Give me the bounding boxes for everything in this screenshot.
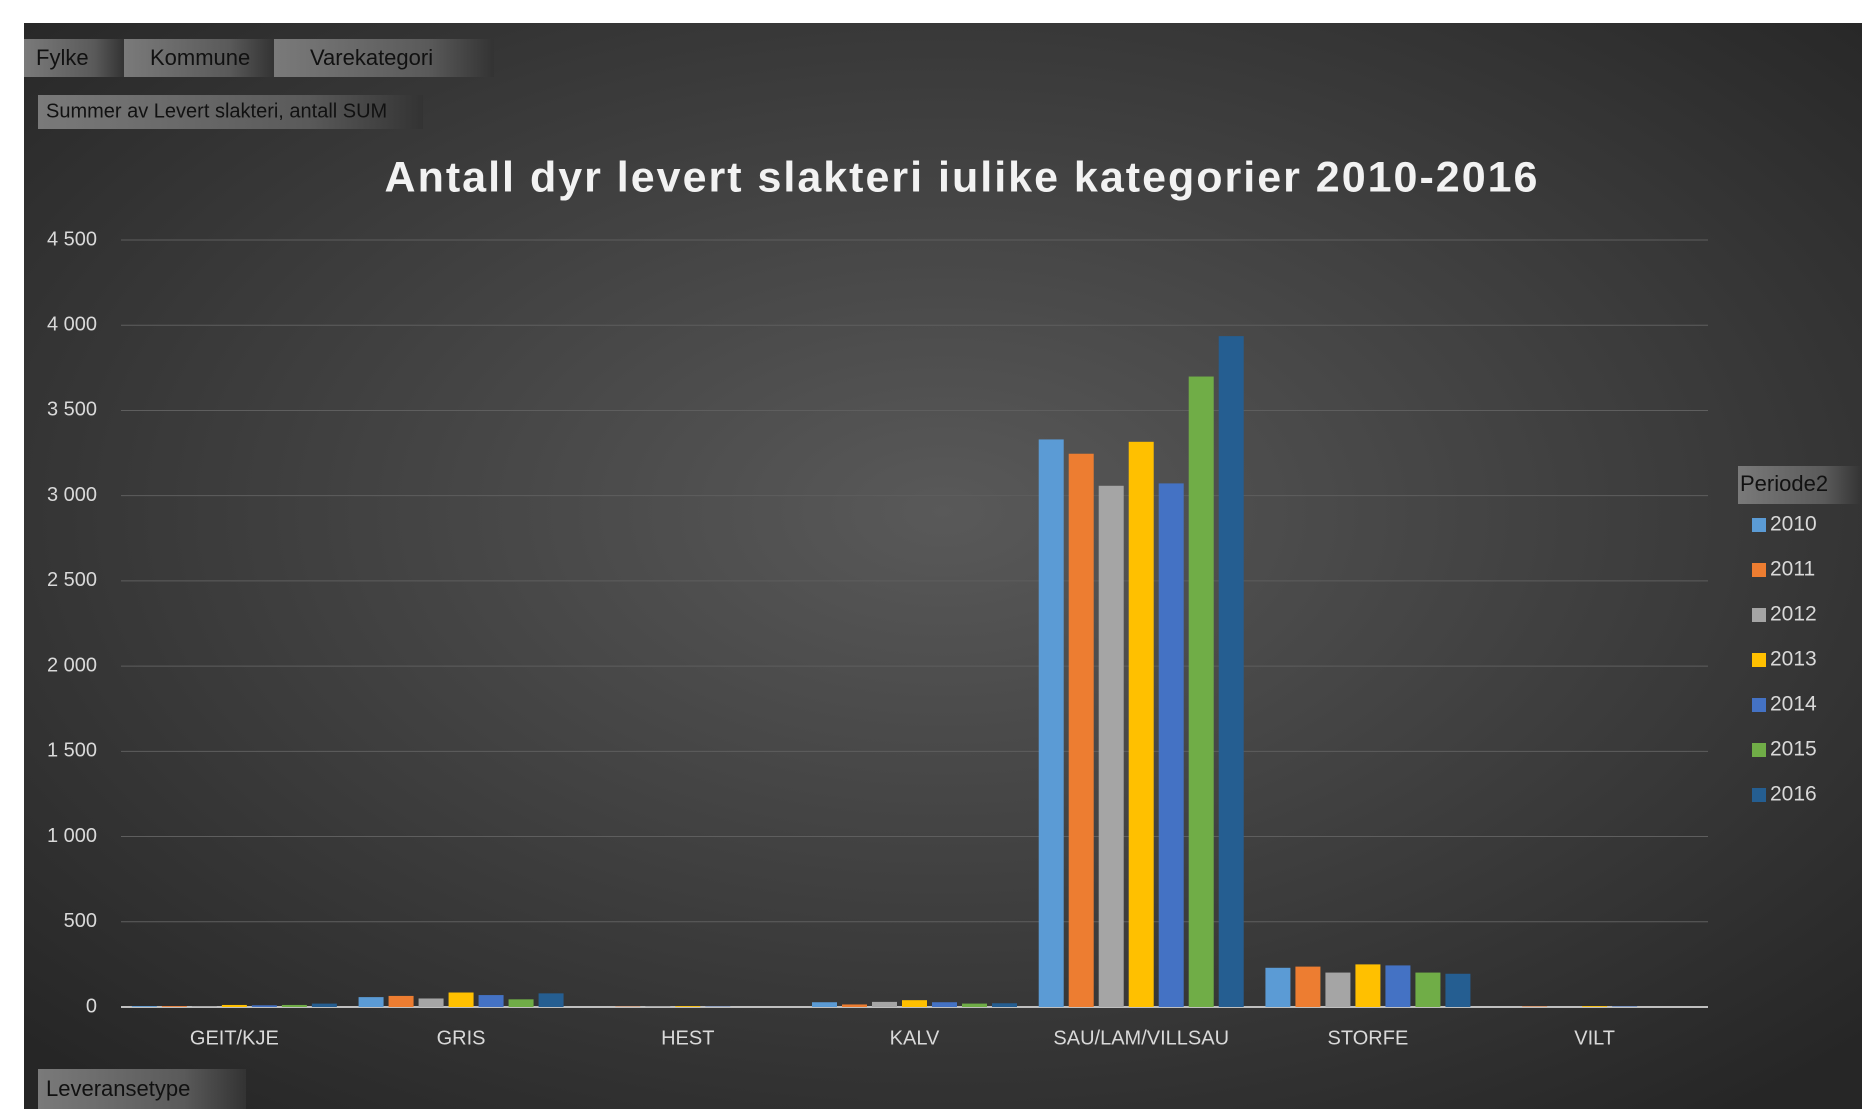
y-tick-label: 0	[86, 995, 97, 1017]
x-tick-label: VILT	[1574, 1027, 1615, 1049]
axis-field-button[interactable]	[38, 1069, 246, 1109]
bar	[358, 997, 384, 1007]
bar	[1355, 964, 1381, 1007]
y-tick-label: 4 500	[47, 228, 97, 250]
bar	[872, 1001, 897, 1007]
filter-label: Kommune	[150, 45, 250, 70]
legend-swatch	[1752, 743, 1766, 757]
x-tick-label: GEIT/KJE	[190, 1027, 279, 1049]
bar	[311, 1003, 337, 1007]
bar	[1128, 441, 1154, 1007]
bar	[1188, 376, 1214, 1007]
y-tick-label: 3 000	[47, 484, 97, 506]
legend-swatch	[1752, 518, 1766, 532]
legend-label: 2014	[1770, 693, 1817, 716]
value-field-label: Summer av Levert slakteri, antall SUM	[46, 100, 387, 122]
bar	[1445, 973, 1471, 1007]
bar	[1612, 1006, 1638, 1007]
bar	[1068, 453, 1094, 1008]
filter-label: Fylke	[36, 45, 89, 70]
legend-label: 2016	[1770, 783, 1817, 806]
legend-label: 2013	[1770, 648, 1817, 671]
legend-swatch	[1752, 788, 1766, 802]
bar	[1038, 439, 1064, 1007]
bar	[1265, 967, 1291, 1007]
legend-swatch	[1752, 563, 1766, 577]
bar	[131, 1006, 157, 1007]
x-tick-label: HEST	[661, 1027, 714, 1049]
legend-swatch	[1752, 608, 1766, 622]
y-tick-label: 2 500	[47, 569, 97, 591]
axis-field-label: Leveransetype	[46, 1076, 190, 1101]
legend-swatch	[1752, 653, 1766, 667]
field-buttons: Fylke Kommune Varekategori Summer av Lev…	[24, 39, 1862, 1109]
bar	[645, 1006, 671, 1007]
bar	[992, 1003, 1017, 1007]
bar	[538, 993, 564, 1007]
bar	[1325, 972, 1351, 1007]
x-tick-label: STORFE	[1328, 1027, 1409, 1049]
legend-label: 2015	[1770, 738, 1817, 761]
bar	[251, 1005, 277, 1007]
bar	[1582, 1006, 1608, 1007]
bar	[675, 1006, 701, 1007]
bar	[418, 998, 444, 1007]
y-tick-label: 1 500	[47, 740, 97, 762]
bar	[1158, 483, 1184, 1007]
y-tick-label: 2 000	[47, 654, 97, 676]
y-tick-label: 1 000	[47, 825, 97, 847]
legend-field-button[interactable]	[1738, 466, 1862, 504]
legend-label: 2012	[1770, 603, 1817, 626]
bar	[221, 1004, 247, 1007]
filter-button[interactable]	[24, 39, 124, 77]
bar	[478, 995, 504, 1007]
legend-swatch	[1752, 698, 1766, 712]
bar	[191, 1006, 217, 1007]
bar	[962, 1003, 987, 1007]
legend-label: 2011	[1770, 558, 1815, 581]
chart-title: Antall dyr levert slakteri iulike katego…	[385, 153, 1540, 201]
bar	[388, 995, 414, 1007]
bar	[161, 1006, 187, 1007]
bar	[842, 1004, 867, 1007]
y-tick-label: 4 000	[47, 314, 97, 336]
filter-button[interactable]	[124, 39, 274, 77]
bar	[1295, 966, 1321, 1007]
bar	[1522, 1006, 1548, 1007]
bar	[932, 1002, 957, 1007]
x-tick-label: SAU/LAM/VILLSAU	[1053, 1027, 1229, 1049]
chart-background	[24, 23, 1862, 1109]
bar	[448, 992, 474, 1007]
x-tick-label: GRIS	[437, 1027, 486, 1049]
bar	[1415, 972, 1441, 1007]
bar	[1385, 965, 1411, 1007]
x-tick-label: KALV	[890, 1027, 940, 1049]
filter-label: Varekategori	[310, 45, 433, 70]
bar	[508, 999, 534, 1007]
bar	[1098, 485, 1124, 1007]
bar	[1218, 336, 1244, 1007]
filter-button[interactable]	[274, 39, 494, 77]
legend-label: 2010	[1770, 513, 1817, 536]
bar	[812, 1002, 837, 1007]
bar	[281, 1004, 307, 1007]
y-tick-label: 3 500	[47, 399, 97, 421]
bar	[902, 1000, 927, 1007]
legend-title: Periode2	[1740, 471, 1828, 496]
value-field-button[interactable]	[38, 95, 423, 129]
y-tick-label: 500	[64, 910, 97, 932]
